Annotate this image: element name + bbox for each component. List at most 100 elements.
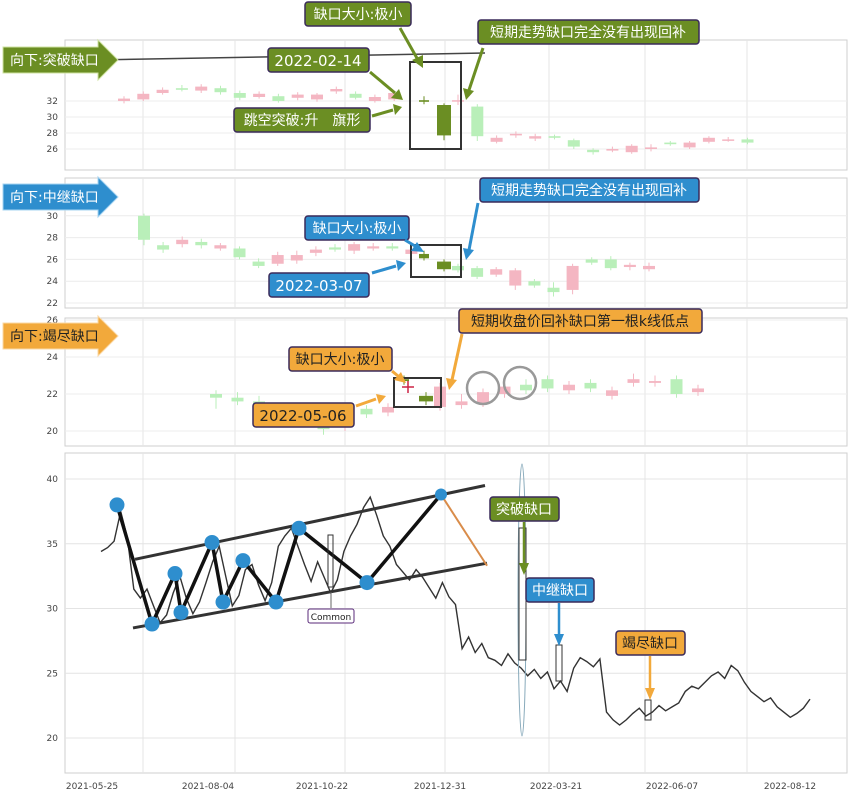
runaway-candle-4 (214, 243, 227, 251)
runaway-candle-1 (157, 241, 170, 253)
breakaway-candle-29 (722, 137, 735, 142)
exhaustion-candle-19 (649, 375, 661, 387)
breakaway-fill-status-box (477, 19, 700, 45)
runaway-candle-25 (643, 262, 655, 272)
runaway-candle-19-body (528, 281, 541, 286)
runaway-candle-17 (490, 267, 503, 277)
breakaway-candle-28-body (702, 137, 715, 142)
runaway-panel-annotations: 向下:中继缺口 缺口大小:极小 2022-03-07 短期走势缺口完全没有出现回… (2, 175, 700, 298)
main-breakaway-arrow (519, 522, 529, 575)
exhaustion-candle-10 (455, 394, 468, 409)
breakaway-candle-1-body (137, 93, 150, 100)
pivot-point-6 (235, 553, 251, 569)
exhaustion-gap-box (393, 377, 442, 408)
breakaway-candle-22-body (587, 149, 600, 153)
breakaway-candle-25-body (645, 147, 657, 149)
exhaustion-direction-arrow: 向下:竭尽缺口 (2, 314, 119, 358)
main-ytick-4: 40 (47, 475, 59, 485)
breakaway-candle-16 (471, 104, 484, 141)
breakaway-candle-6 (233, 90, 246, 101)
runaway-candle-17-body (490, 269, 503, 275)
breakaway-ytick-2: 30 (47, 113, 59, 123)
breakaway-date-box (267, 47, 370, 73)
runaway-candle-0-body (138, 215, 150, 240)
pivot-point-4 (204, 534, 220, 550)
runaway-candle-20 (547, 282, 560, 297)
breakaway-callout-arrows (369, 27, 485, 118)
runaway-candle-12 (367, 243, 380, 251)
decline-segment (440, 493, 488, 567)
exhaustion-candle-1 (231, 392, 244, 406)
breakaway-candle-7 (253, 91, 266, 99)
runaway-candle-8-body (290, 255, 303, 261)
runaway-gap-size-label: 缺口大小:极小 (313, 221, 402, 237)
runaway-candle-21 (566, 263, 579, 295)
breakaway-arrow-label: 向下:突破缺口 (10, 53, 99, 69)
breakaway-panel-frame (64, 39, 848, 171)
pivot-point-3 (173, 604, 189, 620)
breakaway-candle-20 (548, 134, 561, 140)
breakaway-candle-5 (214, 85, 227, 95)
common-gap-label: Common (311, 613, 352, 623)
runaway-candle-15-body (452, 265, 464, 271)
breakaway-candle-7-body (253, 93, 266, 97)
pivot-point-0 (109, 497, 125, 513)
exhaustion-gap-marker (644, 699, 652, 721)
breakaway-candle-19-body (529, 136, 542, 139)
breakaway-candle-2 (156, 87, 169, 95)
breakaway-candle-13-body (368, 97, 381, 101)
breakaway-candle-13 (368, 94, 381, 103)
runaway-candle-10 (329, 244, 341, 252)
axis-ticks-layer: 26 28 30 32 22 24 26 28 30 20 22 24 26 20 25 30 35 40 2021… (47, 97, 817, 792)
breakaway-candle-3 (175, 85, 188, 92)
common-gap-box (327, 534, 334, 588)
exhaustion-candle-7 (360, 405, 373, 419)
breakaway-candle-12 (349, 91, 362, 100)
runaway-date-label: 2022-03-07 (275, 277, 362, 295)
pivot-point-10 (435, 488, 447, 501)
runaway-candle-9-body (309, 249, 322, 253)
runaway-candle-2 (176, 236, 189, 248)
exhaustion-candle-7-body (360, 408, 373, 415)
exhaustion-ytick-1: 22 (47, 390, 58, 400)
exhaustion-candle-13 (520, 379, 532, 394)
breakaway-ytick-0: 26 (47, 145, 59, 155)
main-runaway-box (525, 577, 595, 603)
breakaway-candle-10 (311, 93, 323, 102)
runaway-ytick-4: 30 (47, 212, 59, 222)
breakaway-candle-26-body (664, 142, 677, 145)
exhaustion-gap-size-box (288, 346, 393, 372)
breakaway-candle-30-body (741, 139, 754, 143)
exhaustion-candle-21 (692, 384, 704, 396)
breakaway-ytick-1: 28 (47, 129, 59, 139)
exhaustion-candle-0 (210, 390, 222, 409)
exhaustion-fill-status-box (458, 308, 703, 334)
runaway-ytick-1: 24 (47, 277, 59, 287)
exhaustion-ytick-0: 20 (47, 427, 59, 437)
runaway-candle-11 (348, 241, 361, 254)
breakaway-pattern-box (233, 107, 371, 133)
runaway-ytick-2: 26 (47, 255, 59, 265)
main-xtick-1: 2021-08-04 (182, 782, 235, 792)
breakaway-candle-4 (195, 84, 208, 93)
runaway-candle-24 (623, 262, 636, 271)
pivot-point-2 (167, 566, 183, 582)
breakaway-candle-2-body (156, 89, 169, 93)
breakaway-ytick-3: 32 (47, 97, 58, 107)
breakaway-pattern-label: 跳空突破:升 旗形 (244, 113, 361, 129)
exhaustion-candle-15-body (563, 384, 575, 391)
runaway-candle-6 (252, 258, 265, 269)
runaway-candle-8 (290, 250, 303, 264)
runaway-candle-22 (585, 257, 598, 265)
breakaway-gap-candle-1 (437, 103, 451, 141)
runaway-candle-15 (452, 263, 464, 273)
exhaustion-candle-21-body (692, 388, 704, 393)
exhaustion-candle-1-body (231, 397, 244, 402)
breakaway-candle-11 (330, 86, 343, 94)
exhaustion-candle-19-body (649, 381, 661, 383)
exhaustion-ytick-2: 24 (47, 353, 59, 363)
breakaway-candle-4-body (195, 86, 208, 91)
runaway-candle-4-body (214, 245, 227, 249)
exhaustion-fill-status-label: 短期收盘价回补缺口第一根k线低点 (471, 313, 689, 330)
breakaway-candle-18-body (509, 133, 522, 136)
